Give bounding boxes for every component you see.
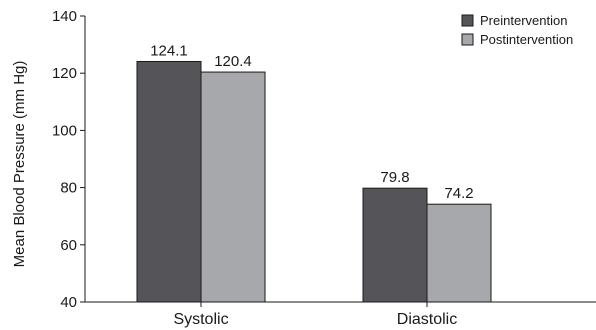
bar-postintervention-systolic xyxy=(200,71,266,303)
bars: 124.1 120.4 79.8 74.2 xyxy=(136,42,492,303)
y-tick-label: 100 xyxy=(52,122,77,139)
legend-label: Preintervention xyxy=(480,13,567,28)
y-tick-label: 40 xyxy=(60,294,77,311)
y-tick-label: 60 xyxy=(60,237,77,254)
bar-postintervention-diastolic xyxy=(426,203,492,303)
data-label: 74.2 xyxy=(444,185,473,202)
y-axis-title: Mean Blood Pressure (mm Hg) xyxy=(11,61,28,268)
bar-preintervention-diastolic xyxy=(362,187,428,303)
y-tick-label: 80 xyxy=(60,180,77,197)
x-category-label: Systolic xyxy=(173,311,228,328)
data-label: 124.1 xyxy=(150,42,188,59)
y-tick-label: 140 xyxy=(52,8,77,25)
bar-preintervention-systolic xyxy=(136,60,202,303)
x-category-label: Diastolic xyxy=(397,311,457,328)
data-label: 120.4 xyxy=(214,53,252,70)
legend-swatch xyxy=(461,33,474,46)
x-axis: Systolic Diastolic xyxy=(85,301,596,328)
y-axis: 40 60 80 100 120 140 xyxy=(52,8,86,311)
data-label: 79.8 xyxy=(380,169,409,186)
y-tick-label: 120 xyxy=(52,65,77,82)
legend: Preintervention Postintervention xyxy=(461,13,573,47)
legend-swatch xyxy=(461,14,474,27)
legend-label: Postintervention xyxy=(480,32,573,47)
